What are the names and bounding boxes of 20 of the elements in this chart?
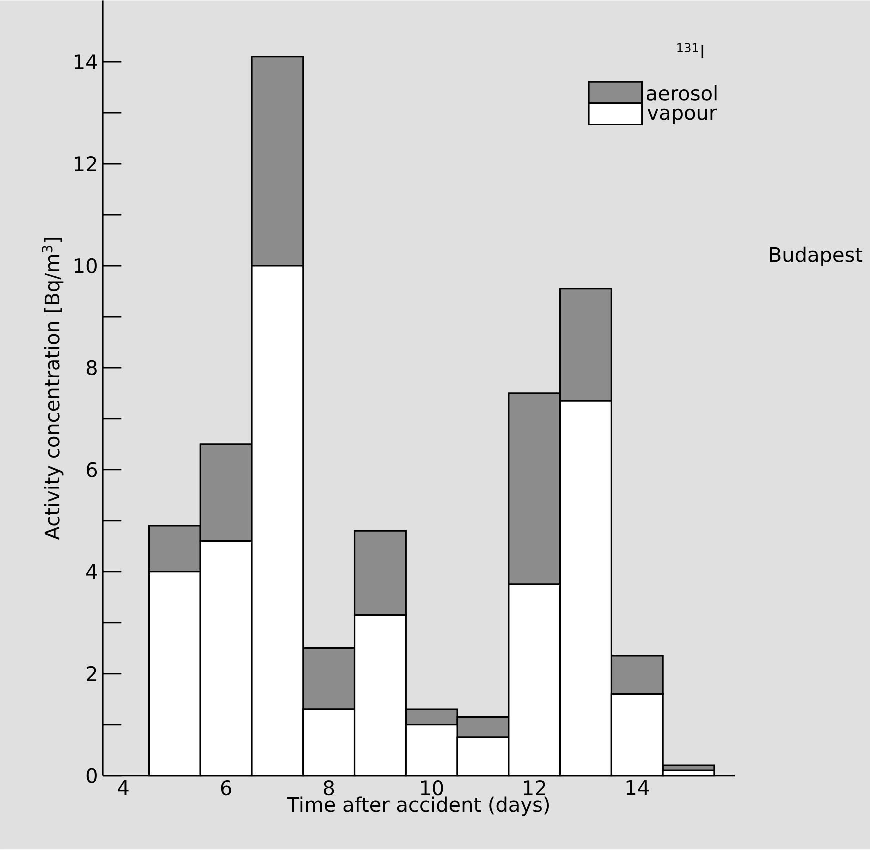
legend-label: vapour <box>648 108 718 124</box>
legend-title: $^{131}$I <box>678 43 704 58</box>
text: Budapest <box>770 246 863 266</box>
y-tick-label: 10 <box>75 258 97 274</box>
y-tick-label: 8 <box>86 360 97 376</box>
x-tick-label: 12 <box>524 780 546 796</box>
x-tick-label: 10 <box>421 780 444 796</box>
x-axis-title: Time after accident (days) <box>287 796 550 816</box>
y-tick-label: 4 <box>86 564 98 580</box>
y-tick-label: 12 <box>75 156 96 172</box>
y-tick-label: 14 <box>75 54 98 70</box>
legend-label: aerosol <box>646 86 717 102</box>
x-tick-label: 6 <box>221 780 232 796</box>
x-tick-label: 14 <box>626 780 649 796</box>
x-tick-label: 4 <box>118 780 129 796</box>
y-tick-label: 0 <box>86 768 97 784</box>
y-axis-title: Activity concentration [Bq/m$^{3}$] <box>42 238 64 540</box>
y-tick-label: 2 <box>87 666 96 682</box>
y-tick-label: 6 <box>86 462 98 478</box>
x-tick-label: 8 <box>324 780 334 796</box>
